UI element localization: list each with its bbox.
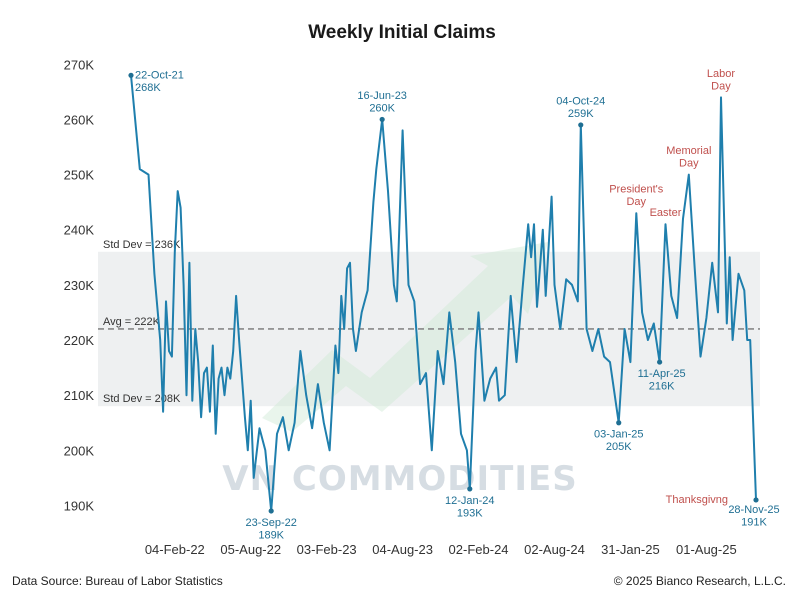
y-tick-label: 230K: [64, 278, 95, 293]
value-annotation: 04-Oct-24 259K: [556, 95, 605, 120]
annotation-marker: [467, 486, 473, 492]
annotation-marker: [657, 359, 663, 365]
value-annotation: 22-Oct-21 268K: [135, 69, 184, 94]
annotation-marker: [753, 497, 759, 503]
annotation-marker: [578, 122, 584, 128]
y-tick-label: 200K: [64, 443, 95, 458]
annotation-marker: [616, 420, 622, 426]
event-annotation: Labor Day: [707, 68, 735, 93]
event-annotation: President's Day: [609, 184, 664, 209]
y-tick-label: 210K: [64, 388, 95, 403]
event-annotation: Memorial Day: [666, 145, 711, 170]
value-annotation: 11-Apr-25 216K: [638, 368, 686, 393]
copyright: © 2025 Bianco Research, L.L.C.: [614, 574, 786, 588]
y-axis: 190K 200K 210K 220K 230K 240K 250K 260K 270K: [64, 57, 95, 513]
annotation-marker: [128, 72, 134, 78]
x-tick-label: 04-Aug-23: [372, 542, 433, 557]
x-tick-label: 05-Aug-22: [220, 542, 281, 557]
y-tick-label: 220K: [64, 333, 95, 348]
y-tick-label: 190K: [64, 498, 95, 513]
annotations: 22-Oct-21 268K 23-Sep-22 189K 16-Jun-23 260K 1…: [128, 68, 780, 542]
x-tick-label: 02-Aug-24: [524, 542, 585, 557]
value-annotation: 23-Sep-22 189K: [245, 517, 296, 542]
value-annotation: 03-Jan-25 205K: [594, 429, 644, 454]
y-tick-label: 240K: [64, 223, 95, 238]
data-source: Data Source: Bureau of Labor Statistics: [12, 574, 223, 588]
y-tick-label: 270K: [64, 57, 95, 72]
std-dev-lower-label: Std Dev = 208K: [103, 393, 181, 405]
x-tick-label: 02-Feb-24: [449, 542, 509, 557]
watermark-text: VN COMMODITIES: [222, 459, 577, 499]
annotation-marker: [379, 116, 385, 123]
std-dev-upper-label: Std Dev = 236K: [103, 239, 181, 251]
series-line-initial-claims: [130, 75, 757, 512]
event-annotation: Thanksgivng: [666, 494, 728, 506]
annotation-marker: [268, 508, 274, 514]
x-tick-label: 03-Feb-23: [297, 542, 357, 557]
y-tick-label: 260K: [64, 112, 95, 127]
x-tick-label: 31-Jan-25: [601, 542, 660, 557]
value-annotation: 16-Jun-23 260K: [357, 90, 407, 115]
x-axis: 04-Feb-22 05-Aug-22 03-Feb-23 04-Aug-23 02-F…: [145, 542, 737, 557]
y-tick-label: 250K: [64, 168, 95, 183]
average-label: Avg = 222K: [103, 316, 161, 328]
event-annotation: Easter: [650, 207, 682, 219]
x-tick-label: 01-Aug-25: [676, 542, 737, 557]
chart-title: Weekly Initial Claims: [308, 22, 496, 43]
x-tick-label: 04-Feb-22: [145, 542, 205, 557]
value-annotation: 28-Nov-25 191K: [728, 504, 779, 529]
value-annotation: 12-Jan-24 193K: [445, 495, 495, 520]
